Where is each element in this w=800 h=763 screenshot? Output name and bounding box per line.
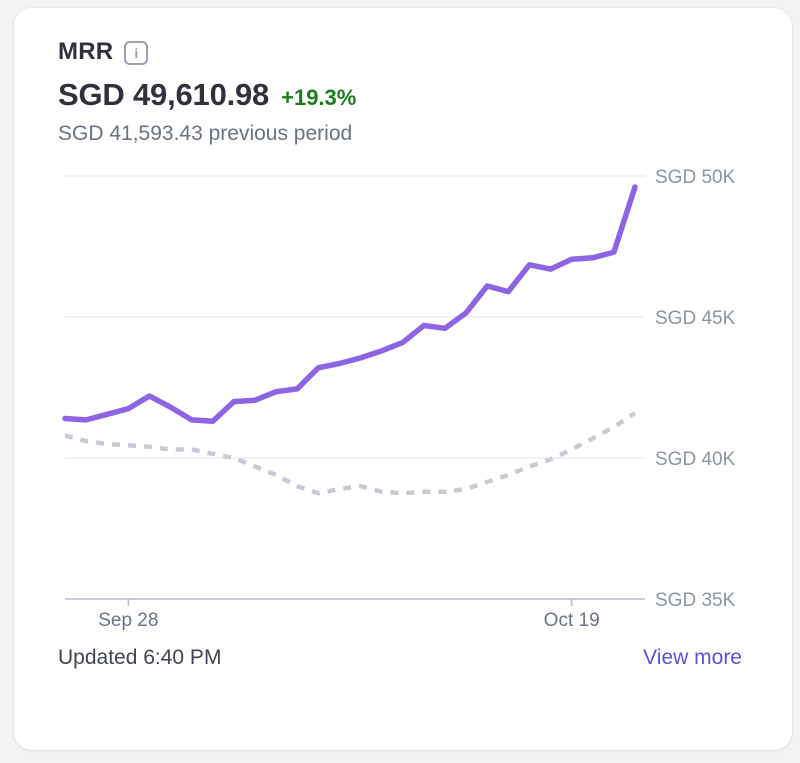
x-axis-label: Sep 28 (98, 610, 158, 631)
mrr-previous-period: SGD 41,593.43 previous period (58, 122, 353, 145)
updated-timestamp: Updated 6:40 PM (58, 646, 222, 669)
mrr-current-value: SGD 49,610.98 (58, 77, 270, 112)
info-icon-glyph: i (134, 44, 139, 61)
card-header: MRR i SGD 49,610.98 +19.3% SGD 41,593.43… (14, 8, 792, 146)
view-more-link[interactable]: View more (643, 646, 742, 669)
card-title: MRR (58, 38, 114, 65)
previous-period-line (64, 411, 637, 496)
mrr-card: MRR i SGD 49,610.98 +19.3% SGD 41,593.43… (14, 8, 792, 750)
card-footer: Updated 6:40 PM View more (14, 636, 792, 670)
mrr-line-chart: SGD 50K SGD 45K SGD 40K SGD 35K Sep 28 Oct 19 (14, 158, 792, 636)
y-axis-label: SGD 50K (655, 167, 736, 188)
y-axis-label: SGD 45K (655, 308, 736, 329)
chart-canvas: SGD 50K SGD 45K SGD 40K SGD 35K Sep 28 Oct 19 (62, 167, 736, 631)
y-axis-label: SGD 35K (655, 590, 736, 611)
y-axis-label: SGD 40K (655, 449, 736, 470)
x-axis-label: Oct 19 (544, 610, 600, 631)
mrr-change-percent: +19.3% (281, 85, 357, 110)
info-icon[interactable]: i (124, 40, 149, 65)
current-period-line (62, 184, 638, 425)
